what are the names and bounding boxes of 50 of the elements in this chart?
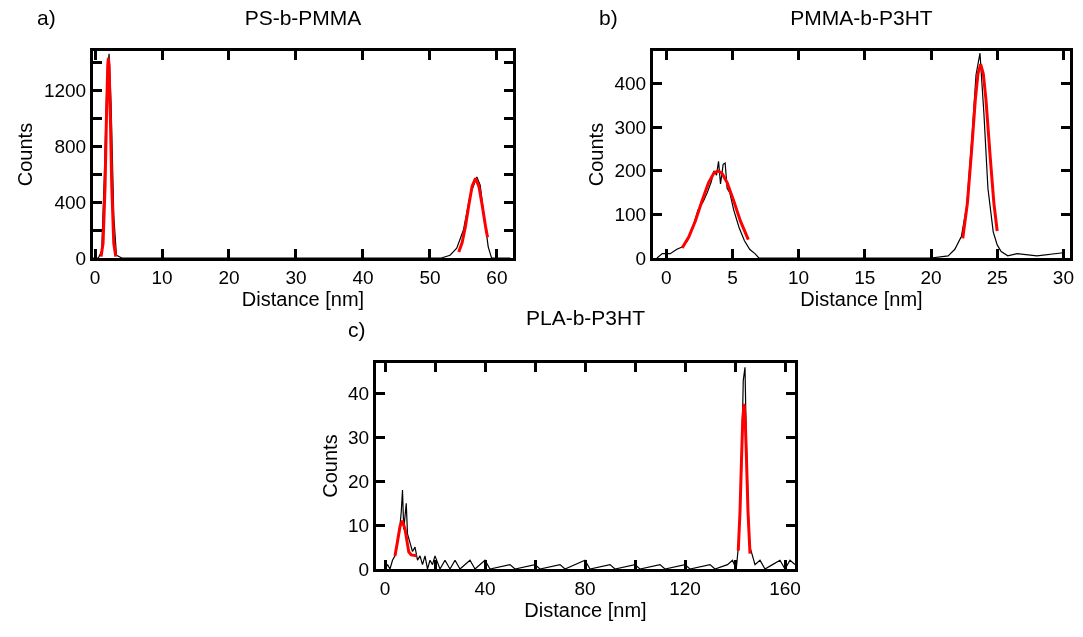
y-tick-label: 10 bbox=[348, 514, 370, 536]
x-axis-title: Distance [nm] bbox=[524, 598, 647, 621]
x-tick-label: 30 bbox=[1052, 266, 1074, 288]
y-tick-label: 300 bbox=[614, 116, 647, 138]
y-tick-label: 200 bbox=[614, 160, 647, 182]
x-tick-label: 160 bbox=[769, 577, 801, 599]
y-tick-label: 20 bbox=[348, 470, 370, 492]
y-tick-label: 100 bbox=[614, 204, 647, 226]
x-tick-label: 40 bbox=[474, 577, 496, 599]
y-tick-label: 0 bbox=[75, 247, 87, 269]
y-tick-label: 400 bbox=[614, 73, 647, 95]
x-tick-label: 30 bbox=[285, 266, 307, 288]
line-series bbox=[393, 519, 419, 558]
y-tick-label: 0 bbox=[635, 247, 647, 269]
y-tick-label: 40 bbox=[348, 383, 370, 405]
x-tick-label: 5 bbox=[727, 266, 738, 288]
x-tick-label: 10 bbox=[788, 266, 810, 288]
x-tick-label: 15 bbox=[854, 266, 876, 288]
line-series bbox=[99, 56, 118, 258]
x-tick-label: 50 bbox=[419, 266, 441, 288]
y-axis-title: Counts bbox=[318, 434, 341, 498]
line-series bbox=[680, 169, 750, 250]
x-tick-label: 25 bbox=[986, 266, 1008, 288]
y-tick-label: 30 bbox=[348, 427, 370, 449]
line-series bbox=[457, 176, 490, 254]
text: c) bbox=[348, 318, 366, 341]
y-axis-title: Counts bbox=[14, 122, 37, 187]
y-tick-label: 0 bbox=[358, 558, 370, 580]
x-tick-label: 120 bbox=[669, 577, 701, 599]
x-tick-label: 10 bbox=[151, 266, 173, 288]
chart-title: PS-b-PMMA bbox=[244, 6, 362, 30]
x-tick-label: 20 bbox=[920, 266, 942, 288]
y-tick-label: 800 bbox=[54, 135, 87, 157]
x-axis-title: Distance [nm] bbox=[241, 287, 365, 310]
y-axis-title: Counts bbox=[585, 122, 607, 187]
line-series bbox=[736, 402, 752, 556]
line-series bbox=[961, 62, 999, 240]
x-tick-label: 20 bbox=[218, 266, 240, 288]
x-tick-label: 0 bbox=[660, 266, 672, 288]
y-tick-label: 400 bbox=[54, 191, 87, 213]
text: b) bbox=[599, 6, 618, 29]
x-tick-label: 0 bbox=[379, 577, 391, 599]
text: a) bbox=[37, 6, 56, 29]
x-tick-label: 0 bbox=[89, 266, 101, 288]
x-axis-title: Distance [nm] bbox=[800, 287, 923, 310]
y-tick-label: 1200 bbox=[43, 79, 87, 101]
chart-title: PMMA-b-P3HT bbox=[790, 6, 933, 30]
x-tick-label: 60 bbox=[486, 266, 508, 288]
chart-title: PLA-b-P3HT bbox=[525, 306, 646, 330]
x-tick-label: 80 bbox=[574, 577, 596, 599]
